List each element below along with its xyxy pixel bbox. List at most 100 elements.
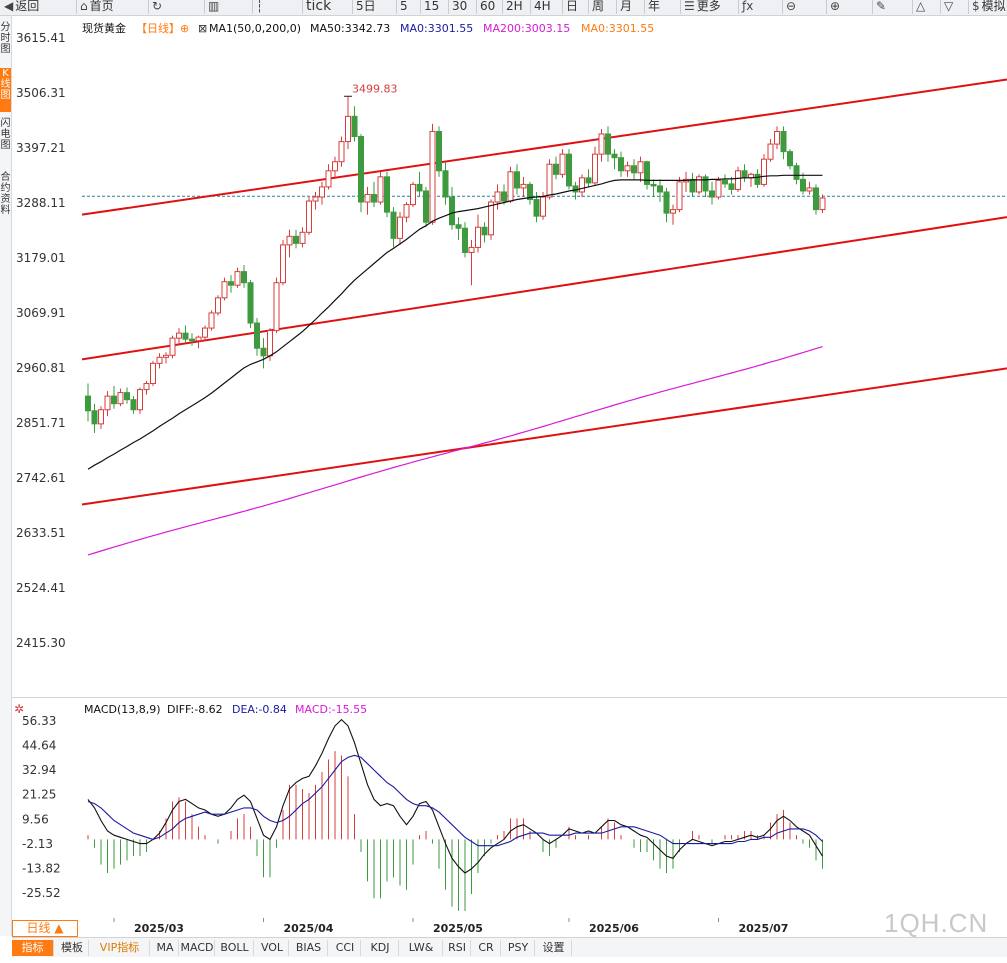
candle-body [364, 193, 371, 203]
candle-body [169, 337, 176, 356]
toolbar-label: 2H [506, 0, 523, 13]
indicator-tab-13[interactable]: PSY [502, 940, 535, 956]
indicator-tab-1[interactable]: 模板 [56, 940, 89, 956]
toolbar-button-15[interactable]: 月 [620, 0, 632, 16]
triangle-down-icon: ▽ [944, 0, 954, 13]
candle-body [91, 410, 98, 425]
macd-legend-macd: MACD:-15.55 [295, 703, 367, 716]
indicator-tab-2[interactable]: VIP指标 [90, 940, 150, 956]
toolbar-button-14[interactable]: 周 [592, 0, 604, 16]
indicator-tab-6[interactable]: VOL [256, 940, 289, 956]
candle-body [260, 347, 267, 357]
toolbar-button-18[interactable]: ƒx [742, 0, 753, 16]
indicator-tab-7[interactable]: BIAS [290, 940, 328, 956]
candle-body [527, 183, 533, 201]
candle-body [533, 199, 540, 217]
legend-period: 【日线】 [136, 21, 180, 35]
candle-body [728, 183, 735, 190]
toolbar-button-12[interactable]: 4H [534, 0, 551, 16]
high-annotation: 3499.83 [352, 82, 398, 95]
toolbar-label: 周 [592, 0, 605, 13]
toolbar-button-20[interactable]: ⊕ [830, 0, 840, 16]
back-arrow-icon: ◀ [4, 0, 14, 13]
toolbar-separator [940, 0, 941, 14]
toolbar-separator [782, 0, 783, 14]
candle-body [351, 115, 358, 138]
toolbar-button-16[interactable]: 年 [648, 0, 660, 16]
candle-body [702, 176, 709, 192]
candle-body [709, 190, 715, 198]
macd-chart[interactable]: 56.33 44.64 32.94 21.25 9.56 -2.13 -13.82 -25.5… [12, 698, 1007, 918]
toolbar-button-3[interactable]: ▥ [208, 0, 219, 16]
indicator-tab-14[interactable]: 设置 [536, 940, 572, 956]
toolbar-button-13[interactable]: 日 [566, 0, 578, 16]
time-axis: 2025/03 2025/04 2025/05 2025/06 2025/07 [113, 918, 788, 935]
toolbar-button-17[interactable]: ☰ 更多 [684, 0, 721, 16]
candle-body [312, 196, 319, 202]
candle-body [722, 179, 728, 185]
candle-body [475, 226, 481, 248]
toolbar-separator [872, 0, 873, 14]
toolbar-button-19[interactable]: ⊖ [786, 0, 796, 16]
toolbar-button-4[interactable]: ┆ [256, 0, 263, 16]
indicator-tab-9[interactable]: KDJ [362, 940, 399, 956]
y-tick-label: 2851.71 [16, 416, 66, 430]
indicator-tab-11[interactable]: RSI [444, 940, 471, 956]
toolbar-button-11[interactable]: 2H [506, 0, 523, 16]
toolbar-button-0[interactable]: ◀ 返回 [4, 0, 39, 16]
indicator-tab-4[interactable]: MACD [180, 940, 215, 956]
indicator-tab-3[interactable]: MA [152, 940, 179, 956]
candle-body [540, 196, 546, 217]
legend-ma-label: MA1(50,0,200,0) [209, 22, 301, 35]
toolbar-button-24[interactable]: $ 模拟 [972, 0, 1006, 16]
macd-legend-label: MACD(13,8,9) [84, 703, 161, 716]
candle-body [208, 312, 215, 329]
macd-y-tick-label: 44.64 [22, 739, 56, 753]
side-tab-1[interactable]: K线图 [0, 68, 11, 112]
toolbar-label: 年 [648, 0, 661, 13]
indicator-tab-8[interactable]: CCI [330, 940, 361, 956]
toolbar-button-9[interactable]: 30 [452, 0, 467, 16]
candle-body [488, 201, 494, 236]
grid-icon: ☰ [684, 0, 695, 13]
indicator-tab-0[interactable]: 指标 [12, 940, 54, 956]
candle-body [85, 395, 91, 412]
toolbar-button-7[interactable]: 5 [400, 0, 408, 16]
candle-body [553, 163, 559, 175]
toolbar-button-1[interactable]: ⌂ 首页 [80, 0, 114, 16]
toolbar-button-5[interactable]: tick [306, 0, 331, 16]
macd-y-tick-label: 56.33 [22, 714, 56, 728]
side-tab-3[interactable]: 合约资料 [0, 172, 11, 216]
candle-body [579, 177, 585, 193]
toolbar-button-21[interactable]: ✎ [876, 0, 886, 16]
indicator-tab-10[interactable]: LW& [400, 940, 443, 956]
candle-body [663, 191, 670, 214]
toolbar-separator [302, 0, 303, 14]
side-tab-0[interactable]: 分时图 [0, 22, 11, 55]
toolbar-separator [420, 0, 421, 14]
candle-body [416, 183, 423, 192]
candle-body [442, 170, 449, 198]
side-tab-2[interactable]: 闪电图 [0, 118, 11, 151]
toolbar-button-6[interactable]: 5日 [356, 0, 376, 16]
toolbar-label: tick [306, 0, 332, 14]
trend-channel-line [81, 78, 1007, 216]
toolbar-label: 60 [480, 0, 496, 13]
indicator-tab-5[interactable]: BOLL [216, 940, 254, 956]
macd-legend-diff: DIFF:-8.62 [167, 703, 223, 716]
toolbar-button-22[interactable]: △ [916, 0, 925, 16]
candle-body [423, 190, 429, 223]
macd-y-tick-label: 21.25 [22, 788, 56, 802]
y-tick-label: 2633.51 [16, 526, 66, 540]
candle-body [462, 227, 468, 253]
period-selector-button[interactable]: 日线 ▲ [12, 920, 78, 937]
candle-body [507, 171, 514, 202]
toolbar-button-8[interactable]: 15 [424, 0, 439, 16]
indicator-tab-12[interactable]: CR [472, 940, 501, 956]
toolbar-button-23[interactable]: ▽ [944, 0, 953, 16]
toolbar-button-10[interactable]: 60 [480, 0, 495, 16]
legend-name: 现货黄金 [82, 21, 126, 35]
candlestick-chart[interactable]: 3615.41 3506.31 3397.21 3288.11 3179.01 3069.… [12, 16, 1007, 696]
pen-icon: ✎ [876, 0, 887, 13]
toolbar-button-2[interactable]: ↻ [152, 0, 162, 16]
